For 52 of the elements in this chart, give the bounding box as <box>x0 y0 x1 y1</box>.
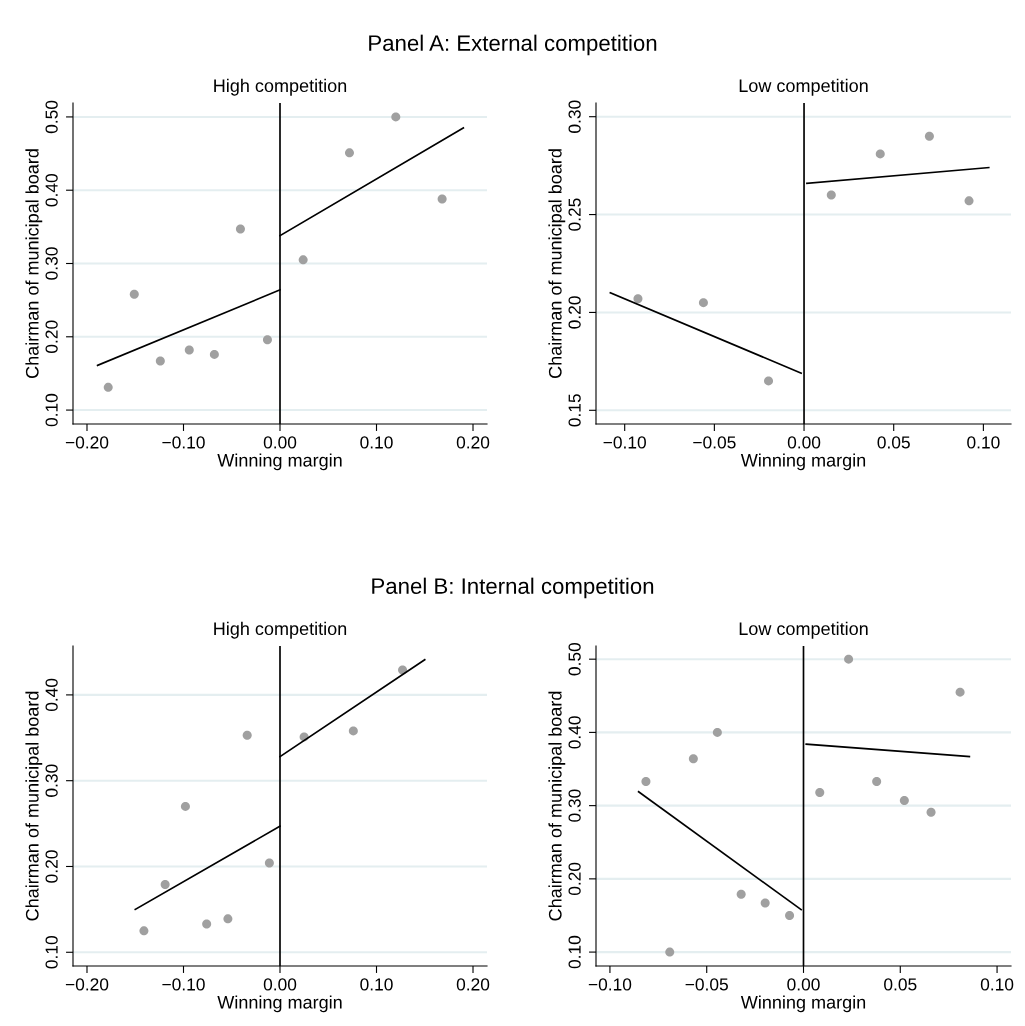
x-tick-label: 0.05 <box>884 978 917 991</box>
y-tick-label: 0.20 <box>45 320 58 353</box>
x-tick-label: 0.20 <box>456 436 490 449</box>
x-tick-label: 0.05 <box>877 436 910 449</box>
text: Panel B: Internal competition <box>372 577 654 599</box>
y-tick-label: 0.30 <box>45 247 58 280</box>
x-tick-label: −0.05 <box>693 436 736 449</box>
x-tick-label: −0.10 <box>588 978 632 991</box>
x-tick-label: 0.00 <box>787 436 821 449</box>
x-tick-label: −0.10 <box>162 436 205 449</box>
x-tick-label: 0.10 <box>980 978 1014 991</box>
chart-title: High competition <box>214 78 347 96</box>
chart-title: Low competition <box>739 621 868 639</box>
x-axis-title: Winning margin <box>217 453 342 471</box>
y-tick-label: 0.25 <box>568 198 581 231</box>
x-tick-label: 0.10 <box>360 436 393 449</box>
x-tick-label: −0.05 <box>685 978 728 991</box>
x-tick-label: 0.00 <box>787 978 820 991</box>
y-tick-label: 0.40 <box>568 716 581 749</box>
chart-title: High competition <box>214 621 347 639</box>
y-tick-label: 0.20 <box>568 296 581 329</box>
y-tick-label: 0.50 <box>568 642 581 676</box>
x-tick-label: 0.10 <box>360 978 393 991</box>
x-tick-label: −0.10 <box>603 436 646 449</box>
y-axis-title: Chairman of municipal board <box>25 149 43 378</box>
x-axis-title: Winning margin <box>217 995 342 1013</box>
x-tick-label: −0.10 <box>162 978 205 991</box>
y-tick-label: 0.15 <box>568 394 581 427</box>
y-tick-label: 0.10 <box>568 935 581 969</box>
x-tick-label: 0.00 <box>263 978 297 991</box>
y-axis-title: Chairman of municipal board <box>548 691 566 921</box>
x-axis-title: Winning margin <box>740 995 866 1013</box>
x-tick-label: 0.00 <box>263 436 297 449</box>
y-tick-label: 0.10 <box>45 393 58 427</box>
x-tick-label: 0.10 <box>967 436 1000 449</box>
y-tick-label: 0.30 <box>568 789 581 822</box>
y-tick-label: 0.30 <box>45 764 58 797</box>
y-tick-label: 0.20 <box>45 850 58 883</box>
x-tick-label: −0.20 <box>65 436 109 449</box>
x-tick-label: 0.20 <box>456 978 490 991</box>
y-tick-label: 0.40 <box>45 678 58 712</box>
y-axis-title: Chairman of municipal board <box>25 691 43 921</box>
y-tick-label: 0.10 <box>45 936 58 969</box>
text: Panel A: External competition <box>369 34 657 56</box>
y-tick-label: 0.50 <box>45 100 58 134</box>
y-axis-title: Chairman of municipal board <box>548 149 566 378</box>
y-tick-label: 0.30 <box>568 100 581 133</box>
y-tick-label: 0.20 <box>568 862 581 896</box>
x-tick-label: −0.20 <box>65 978 109 991</box>
y-tick-label: 0.40 <box>45 173 58 207</box>
chart-title: Low competition <box>739 78 868 96</box>
x-axis-title: Winning margin <box>740 453 866 471</box>
